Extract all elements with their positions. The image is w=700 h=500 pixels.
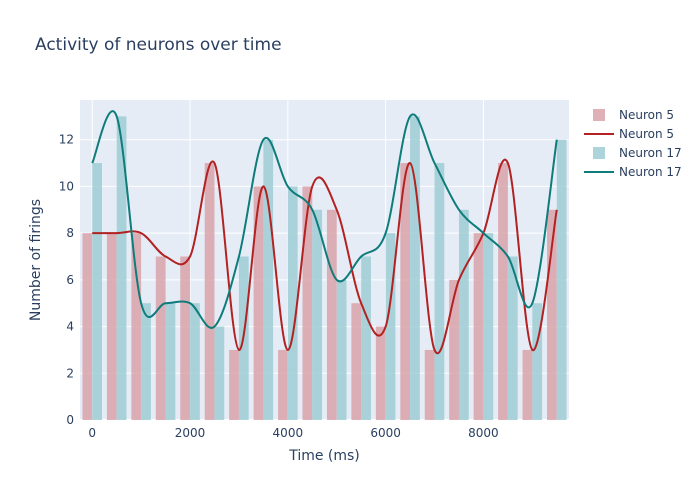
bar-neuron-5-11 — [351, 303, 362, 420]
bar-neuron-17-5 — [214, 326, 225, 420]
x-tick-label-3: 6000 — [370, 426, 401, 440]
y-tick-label-0: 0 — [66, 413, 74, 427]
y-tick-label-6: 12 — [59, 133, 74, 147]
legend: Neuron 5 Neuron 5 Neuron 17 Neuron 17 — [584, 108, 682, 179]
bar-neuron-17-17 — [507, 256, 518, 420]
lines-layer — [91, 110, 558, 355]
bar-neuron-17-14 — [434, 163, 445, 421]
bar-neuron-5-9 — [302, 186, 313, 420]
bar-neuron-5-5 — [204, 163, 215, 421]
bar-neuron-5-19 — [546, 209, 557, 420]
bar-neuron-5-8 — [278, 349, 288, 420]
bar-neuron-5-15 — [449, 279, 459, 420]
plot-background — [80, 100, 569, 420]
x-tick-label-0: 0 — [88, 426, 96, 440]
bar-neuron-17-15 — [458, 209, 469, 420]
bar-neuron-17-9 — [312, 209, 323, 420]
bar-neuron-5-1 — [106, 233, 117, 420]
line-neuron-17 — [91, 110, 558, 329]
y-tick-label-3: 6 — [66, 273, 74, 287]
bar-neuron-5-3 — [155, 256, 166, 420]
bar-neuron-17-11 — [361, 256, 371, 420]
bar-neuron-5-12 — [375, 326, 386, 420]
bar-neuron-5-17 — [498, 163, 508, 421]
x-axis-title: Time (ms) — [288, 448, 360, 464]
bar-neuron-5-6 — [229, 349, 239, 420]
bars-layer — [82, 116, 567, 421]
x-tick-label-4: 8000 — [468, 426, 499, 440]
x-tick-label-1: 2000 — [175, 426, 206, 440]
y-tick-label-1: 2 — [66, 366, 74, 380]
bar-neuron-5-13 — [400, 163, 411, 421]
bar-neuron-17-8 — [287, 186, 298, 420]
bar-neuron-17-12 — [385, 233, 396, 420]
y-tick-label-2: 4 — [66, 320, 74, 334]
legend-swatch-neuron-5-bar — [593, 109, 605, 121]
bar-neuron-5-0 — [82, 233, 93, 420]
legend-label-neuron-17-bar: Neuron 17 — [619, 146, 682, 160]
bar-neuron-5-10 — [326, 209, 337, 420]
legend-label-neuron-17-line: Neuron 17 — [619, 165, 682, 179]
bar-neuron-17-19 — [556, 139, 567, 421]
y-tick-labels: 0 2 4 6 8 10 12 — [59, 133, 74, 427]
x-tick-label-2: 4000 — [273, 426, 304, 440]
bar-neuron-17-2 — [141, 303, 151, 420]
bar-neuron-17-0 — [92, 163, 103, 421]
bar-neuron-17-10 — [336, 279, 347, 420]
chart-title: Activity of neurons over time — [35, 35, 282, 55]
y-axis-title: Number of firings — [28, 199, 44, 321]
bar-neuron-17-3 — [165, 303, 176, 420]
x-tick-labels: 0 2000 4000 6000 8000 — [88, 426, 498, 440]
y-tick-label-5: 10 — [59, 179, 74, 193]
bar-neuron-5-18 — [522, 349, 533, 420]
bar-neuron-17-1 — [116, 116, 127, 420]
bar-neuron-17-18 — [532, 303, 543, 420]
bar-neuron-17-7 — [263, 139, 274, 421]
bar-neuron-17-13 — [410, 116, 420, 420]
bar-neuron-5-7 — [253, 186, 264, 420]
bar-neuron-5-16 — [473, 233, 484, 420]
bar-neuron-17-16 — [483, 233, 494, 420]
bar-neuron-5-14 — [424, 349, 435, 420]
legend-label-neuron-5-bar: Neuron 5 — [619, 108, 674, 122]
bar-neuron-17-4 — [190, 303, 200, 420]
legend-label-neuron-5-line: Neuron 5 — [619, 127, 674, 141]
bar-neuron-5-4 — [180, 256, 191, 420]
bar-neuron-5-2 — [131, 233, 142, 420]
legend-swatch-neuron-17-bar — [593, 147, 605, 159]
line-neuron-5 — [92, 158, 558, 355]
y-tick-label-4: 8 — [66, 226, 74, 240]
